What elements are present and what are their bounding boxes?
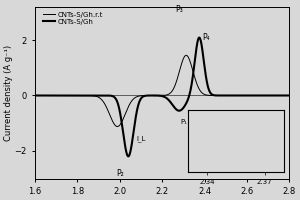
- Text: P₃: P₃: [175, 5, 183, 14]
- Text: P₄: P₄: [202, 33, 210, 42]
- Y-axis label: Current density (A g⁻¹): Current density (A g⁻¹): [4, 45, 13, 141]
- Text: P₂: P₂: [116, 169, 124, 178]
- Text: P₁: P₁: [180, 119, 187, 125]
- Text: I_H: I_H: [198, 110, 209, 117]
- Text: I_L: I_L: [137, 136, 146, 142]
- Legend: CNTs-S/Gh.r.t, CNTs-S/Gh: CNTs-S/Gh.r.t, CNTs-S/Gh: [41, 10, 105, 26]
